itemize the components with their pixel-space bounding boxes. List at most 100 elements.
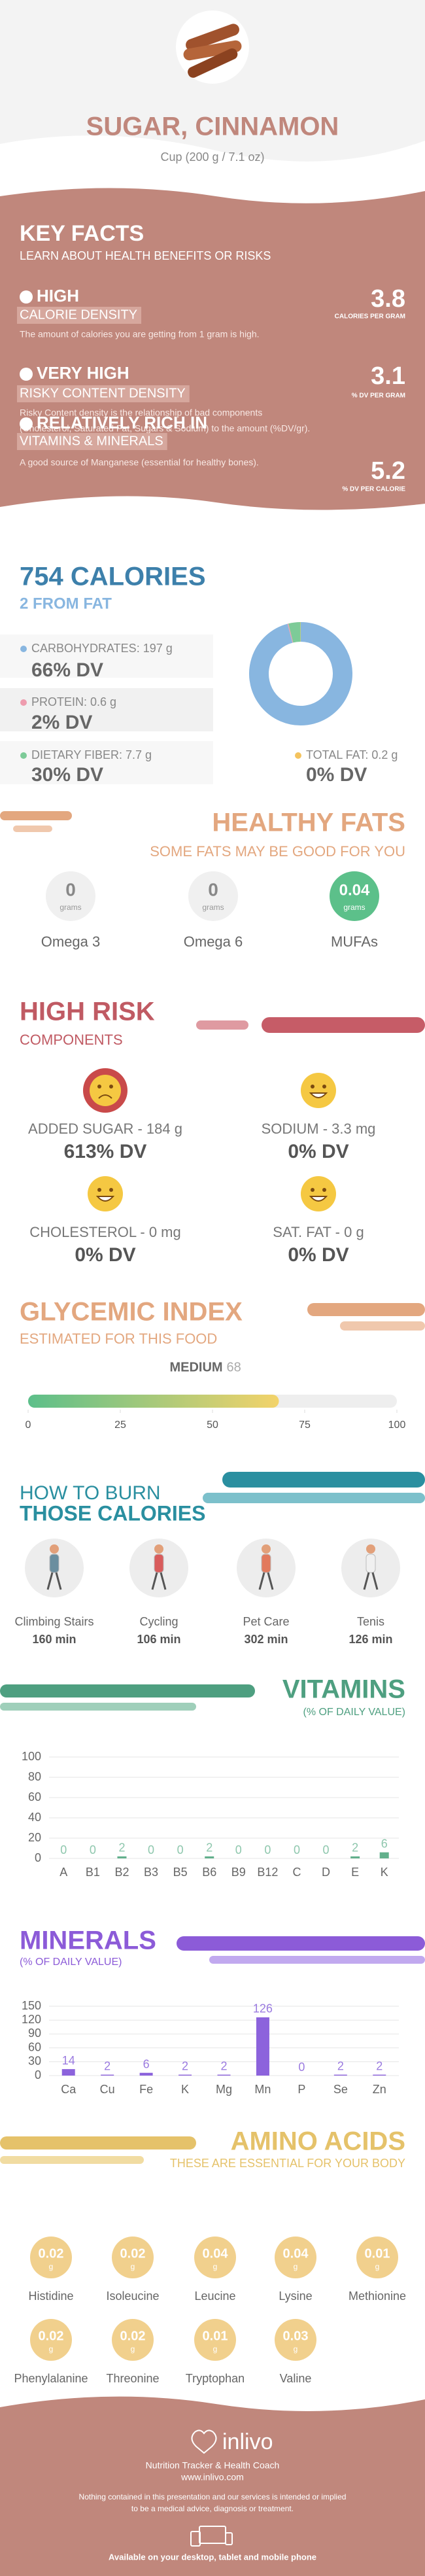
bar (256, 2017, 269, 2076)
amino-unit: g (375, 2262, 380, 2271)
section-title: HIGH RISK (20, 998, 155, 1026)
activity-head (50, 1544, 59, 1554)
amino-circle (194, 2237, 236, 2278)
activity-body (49, 1554, 60, 1573)
fat-name: Omega 6 (184, 933, 243, 950)
fact-description: Risky Content density is the relationshi… (20, 408, 262, 418)
bar (373, 2074, 386, 2076)
value-label: 6 (143, 2058, 150, 2071)
value-label: 0 (60, 1843, 67, 1856)
activity-head (154, 1544, 163, 1554)
nutrient-dot (20, 752, 27, 759)
amino-circle (275, 2237, 316, 2278)
risk-dv: 0% DV (75, 1244, 135, 1266)
amino-name: Isoleucine (106, 2289, 159, 2303)
eye (109, 1085, 113, 1088)
fat-name: Omega 3 (41, 933, 101, 950)
fact-icon (20, 290, 33, 304)
x-tick-label: Fe (139, 2083, 153, 2096)
activity-time: 126 min (348, 1633, 392, 1646)
title: SUGAR, CINNAMON (86, 113, 339, 141)
section-subtitle: LEARN ABOUT HEALTH BENEFITS OR RISKS (20, 249, 271, 262)
gi-value: 68 (227, 1360, 241, 1374)
tagline: Nutrition Tracker & Health Coach (146, 2460, 280, 2471)
y-tick-label: 60 (28, 1790, 41, 1803)
amino-name: Phenylalanine (14, 2372, 88, 2385)
value-label: 0 (90, 1843, 96, 1856)
disclaimer: to be a medical advice, diagnosis or tre… (131, 2504, 294, 2513)
eye (322, 1188, 326, 1192)
amino-name: Leucine (194, 2289, 235, 2303)
amino-circle (194, 2319, 236, 2361)
x-tick-label: A (60, 1866, 67, 1879)
bar (205, 1856, 214, 1858)
amino-unit: g (49, 2262, 54, 2271)
y-tick-label: 150 (22, 1999, 41, 2012)
activity-name: Cycling (139, 1615, 178, 1628)
fact-value: 3.1 (371, 362, 405, 390)
mouth (95, 1196, 115, 1202)
fact-description: A good source of Manganese (essential fo… (20, 457, 259, 468)
risk-dv: 0% DV (288, 1244, 348, 1266)
activity-name: Tenis (357, 1615, 384, 1628)
x-tick-label: 50 (207, 1419, 218, 1431)
x-tick-label: Mn (254, 2083, 271, 2096)
deco (0, 2156, 144, 2164)
serving: Cup (200 g / 7.1 oz) (160, 150, 264, 164)
donut-segment (288, 622, 301, 643)
fat-circle (330, 871, 379, 921)
risk-label: SAT. FAT - 0 g (273, 1224, 364, 1240)
nutrient-dv: 2% DV (31, 712, 92, 733)
eye (97, 1188, 101, 1192)
availability: Available on your desktop, tablet and mo… (109, 2552, 316, 2562)
amino-name: Tryptophan (186, 2372, 245, 2385)
amino-amount: 0.03 (283, 2329, 309, 2343)
amino-unit: g (213, 2344, 218, 2354)
activity-body (261, 1554, 271, 1573)
bar (117, 1856, 127, 1858)
fat-circle (188, 871, 238, 921)
amino-circle (112, 2319, 154, 2361)
deco (0, 1684, 255, 1697)
amino-unit: g (294, 2344, 298, 2354)
x-tick-label: B2 (114, 1866, 129, 1879)
value-label: 0 (148, 1843, 154, 1856)
footer-bg (0, 2396, 425, 2576)
risk-label: ADDED SUGAR - 184 g (28, 1121, 182, 1137)
fact-level: HIGH (37, 286, 79, 305)
nutrient-dot (20, 646, 27, 652)
section-title: 754 CALORIES (20, 563, 206, 591)
section-title: THOSE CALORIES (20, 1501, 205, 1525)
activity-head (262, 1544, 271, 1554)
gi-bar (28, 1395, 279, 1408)
nutrient-dot (20, 699, 27, 706)
eye (109, 1188, 113, 1192)
x-tick-label: P (298, 2083, 305, 2096)
value-label: 2 (352, 1841, 358, 1854)
bar (217, 2074, 231, 2076)
y-tick-label: 30 (28, 2055, 41, 2068)
x-tick-label: C (292, 1866, 301, 1879)
section-title: MINERALS (20, 1926, 156, 1955)
amino-name: Methionine (348, 2289, 406, 2303)
activity-leg (363, 1572, 370, 1590)
value-label: 0 (235, 1843, 242, 1856)
section-title: HEALTHY FATS (212, 809, 405, 837)
section-title: VITAMINS (282, 1675, 405, 1704)
value-label: 0 (177, 1843, 184, 1856)
amino-unit: g (294, 2262, 298, 2271)
fact-unit: % DV PER GRAM (352, 392, 405, 400)
risk-icon (301, 1176, 336, 1211)
deco (203, 1493, 425, 1503)
x-tick-label: B5 (173, 1866, 188, 1879)
risk-icon (90, 1075, 121, 1106)
section-subtitle: (% OF DAILY VALUE) (20, 1957, 122, 1968)
section-title: GLYCEMIC INDEX (20, 1298, 243, 1327)
y-tick-label: 60 (28, 2040, 41, 2053)
x-tick-label: Zn (373, 2083, 386, 2096)
food-image (183, 24, 242, 78)
logo-heart (191, 2429, 217, 2454)
nutrient-label: TOTAL FAT: 0.2 g (306, 748, 398, 761)
value-label: 2 (206, 1841, 212, 1854)
activity-leg (371, 1572, 379, 1590)
